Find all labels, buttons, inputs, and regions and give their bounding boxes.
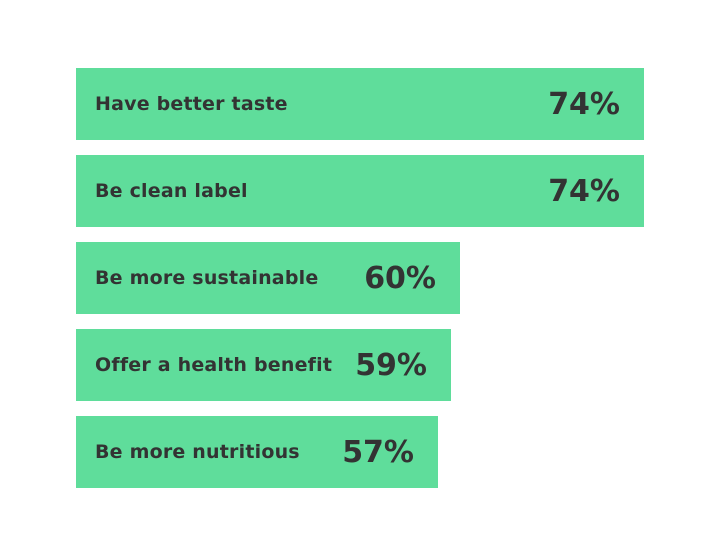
bar-row: Have better taste 74% bbox=[76, 68, 644, 140]
bar-chart: Have better taste 74% Be clean label 74%… bbox=[76, 68, 644, 488]
bar-value: 74% bbox=[548, 173, 620, 209]
bar-label: Be clean label bbox=[95, 180, 248, 202]
bar-row: Be more sustainable 60% bbox=[76, 242, 460, 314]
bar-row: Be more nutritious 57% bbox=[76, 416, 438, 488]
bar-label: Have better taste bbox=[95, 93, 288, 115]
bar-value: 74% bbox=[548, 86, 620, 122]
bar-value: 57% bbox=[342, 434, 414, 470]
bar-value: 60% bbox=[364, 260, 436, 296]
bar-value: 59% bbox=[355, 347, 427, 383]
bar-row: Offer a health benefit 59% bbox=[76, 329, 451, 401]
bar-label: Be more sustainable bbox=[95, 267, 319, 289]
bar-row: Be clean label 74% bbox=[76, 155, 644, 227]
bar-label: Be more nutritious bbox=[95, 441, 300, 463]
bar-label: Offer a health benefit bbox=[95, 354, 333, 376]
